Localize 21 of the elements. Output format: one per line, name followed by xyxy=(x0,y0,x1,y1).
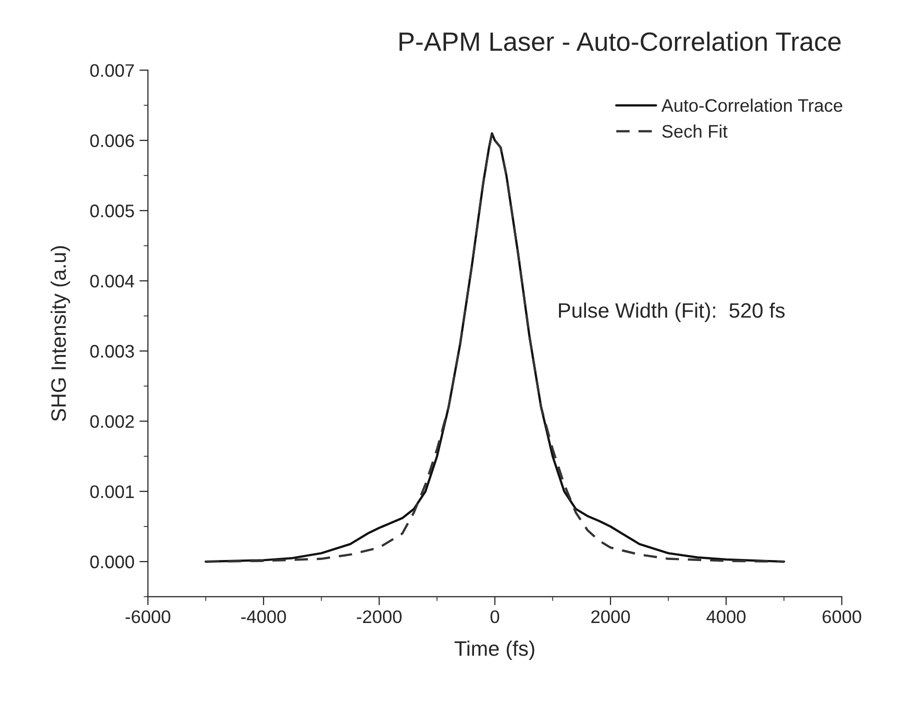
y-tick-label: 0.002 xyxy=(90,415,134,428)
y-tick-label: 0.005 xyxy=(90,204,134,218)
x-tick-label: 4000 xyxy=(706,610,746,624)
y-tick-label: 0.004 xyxy=(90,274,134,288)
x-tick-label: -2000 xyxy=(356,610,402,624)
x-tick-label: -4000 xyxy=(241,610,286,624)
legend-label: Sech Fit xyxy=(662,124,728,138)
annotation: Pulse Width (Fit): 520 fs xyxy=(559,302,785,322)
y-tick-label: 0.003 xyxy=(90,344,134,358)
x-tick-label: 0 xyxy=(490,610,500,624)
y-axis-title: SHG Intensity (a.u) xyxy=(50,246,70,422)
x-tick-label: 6000 xyxy=(822,610,862,624)
legend-label: Auto-Correlation Trace xyxy=(661,98,842,112)
x-tick-label: 2000 xyxy=(591,610,630,624)
x-axis-title: Time (fs) xyxy=(454,640,534,660)
y-tick-label: 0.000 xyxy=(90,556,134,568)
x-tick-label: -6000 xyxy=(126,610,170,624)
y-tick-label: 0.006 xyxy=(90,134,134,148)
y-tick-label: 0.007 xyxy=(90,64,134,77)
y-tick-label: 0.001 xyxy=(90,485,134,498)
chart-title: P-APM Laser - Auto-Correlation Trace xyxy=(400,32,841,52)
